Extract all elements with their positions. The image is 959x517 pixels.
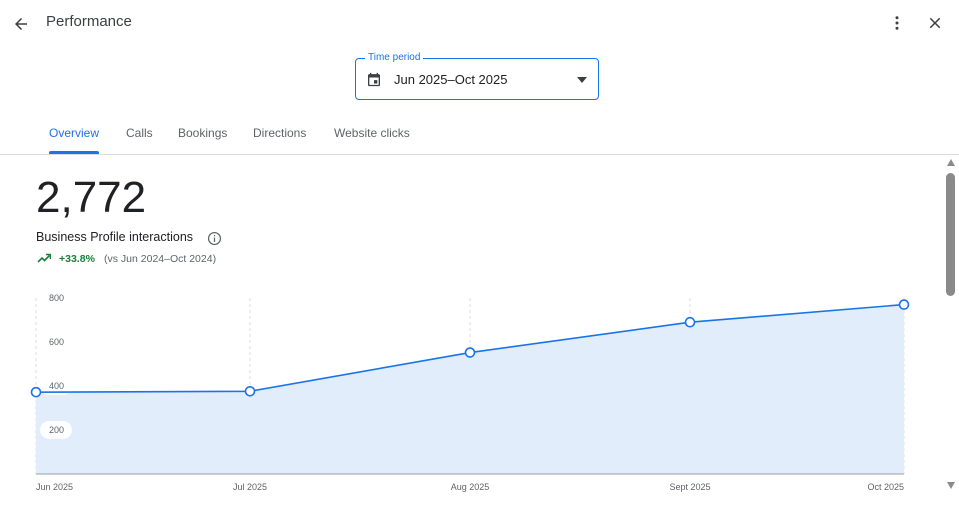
- time-period-label: Time period: [365, 52, 424, 64]
- back-button[interactable]: [8, 11, 34, 37]
- data-point[interactable]: [898, 299, 910, 310]
- close-button[interactable]: [923, 11, 947, 35]
- page-title: Performance: [46, 13, 132, 30]
- scroll-thumb[interactable]: [946, 173, 955, 296]
- change-percent: +33.8%: [59, 253, 95, 265]
- total-interactions: 2,772: [36, 173, 147, 222]
- y-tick-bg-1: [40, 377, 72, 395]
- comparison-period: (vs Jun 2024–Oct 2024): [104, 253, 217, 265]
- time-period-value: Jun 2025–Oct 2025: [394, 72, 508, 87]
- data-point[interactable]: [464, 347, 476, 358]
- area-fill: [36, 304, 904, 474]
- more-vert-icon: [895, 16, 899, 30]
- x-tick-label: Oct 2025: [867, 482, 904, 492]
- data-point[interactable]: [684, 316, 696, 328]
- y-tick-label: 400: [49, 381, 64, 391]
- trending-up-icon: [37, 253, 51, 263]
- arrow-drop-down-icon: [577, 77, 587, 83]
- metric-label: Business Profile interactions: [36, 230, 194, 244]
- scroll-down-arrow[interactable]: [947, 482, 955, 489]
- x-tick-label: Jul 2025: [233, 482, 267, 492]
- tab-calls[interactable]: Calls: [126, 126, 153, 140]
- tab-bookings[interactable]: Bookings: [178, 126, 228, 140]
- info-icon[interactable]: [207, 231, 222, 246]
- scroll-up-arrow[interactable]: [947, 159, 955, 166]
- data-point[interactable]: [244, 385, 256, 397]
- tab-overview[interactable]: Overview: [49, 126, 100, 140]
- data-point[interactable]: [30, 386, 42, 398]
- time-period-select[interactable]: Time period Jun 2025–Oct 2025: [355, 52, 599, 100]
- top-bar: Performance: [0, 0, 959, 46]
- y-tick-label: 800: [49, 293, 64, 303]
- arrow-back-icon: [15, 18, 27, 30]
- y-tick-bg-0: [40, 421, 72, 439]
- y-tick-label: 600: [49, 337, 64, 347]
- x-tick-label: Aug 2025: [451, 482, 490, 492]
- scrollbar[interactable]: [944, 156, 958, 517]
- close-icon: [929, 17, 941, 29]
- more-options-button[interactable]: [885, 11, 909, 35]
- tab-bar: Overview Calls Bookings Directions Websi…: [0, 118, 959, 154]
- x-tick-label: Sept 2025: [669, 482, 710, 492]
- active-tab-indicator: [49, 151, 99, 154]
- tab-directions[interactable]: Directions: [253, 126, 307, 140]
- y-tick-label: 200: [49, 425, 64, 435]
- tab-website-clicks[interactable]: Website clicks: [334, 126, 410, 140]
- tab-divider: [0, 154, 959, 155]
- interactions-chart: 200 400 600 800 Jun 2025 Jul 2025 Aug 2025 Sept…: [30, 293, 910, 492]
- x-tick-label: Jun 2025: [36, 482, 73, 492]
- calendar-icon: [368, 72, 380, 87]
